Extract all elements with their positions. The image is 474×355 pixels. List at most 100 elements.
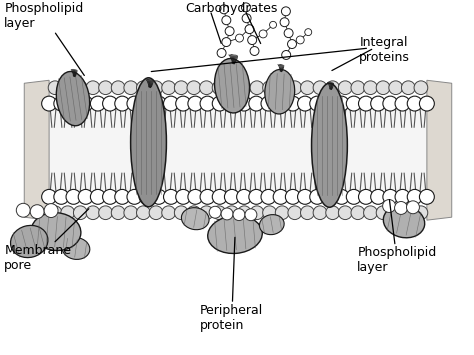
Circle shape: [176, 190, 191, 204]
Circle shape: [288, 206, 301, 220]
Circle shape: [219, 5, 228, 14]
Circle shape: [48, 206, 62, 220]
Circle shape: [73, 206, 87, 220]
Circle shape: [237, 206, 251, 220]
Circle shape: [115, 190, 130, 204]
Circle shape: [338, 206, 352, 220]
Circle shape: [99, 81, 112, 94]
Circle shape: [326, 206, 339, 220]
Circle shape: [212, 190, 227, 204]
Circle shape: [78, 96, 93, 111]
Circle shape: [200, 206, 213, 220]
Text: Phospholipid
layer: Phospholipid layer: [4, 2, 84, 76]
Ellipse shape: [215, 59, 249, 113]
Circle shape: [351, 81, 365, 94]
Circle shape: [351, 206, 365, 220]
Circle shape: [419, 190, 434, 204]
Text: Carbohydrates: Carbohydrates: [185, 2, 278, 15]
Circle shape: [42, 190, 56, 204]
Circle shape: [188, 190, 203, 204]
Circle shape: [394, 202, 408, 214]
Circle shape: [364, 81, 377, 94]
Circle shape: [263, 206, 276, 220]
Text: Membrane
pore: Membrane pore: [4, 209, 89, 273]
Circle shape: [401, 81, 415, 94]
Circle shape: [42, 96, 56, 111]
Circle shape: [78, 190, 93, 204]
Circle shape: [61, 206, 74, 220]
Circle shape: [222, 38, 231, 47]
Ellipse shape: [62, 237, 90, 260]
Polygon shape: [427, 80, 452, 220]
Circle shape: [149, 206, 163, 220]
Circle shape: [124, 206, 137, 220]
Circle shape: [285, 96, 301, 111]
Circle shape: [296, 36, 304, 44]
Circle shape: [151, 96, 166, 111]
Circle shape: [176, 96, 191, 111]
Circle shape: [151, 190, 166, 204]
Circle shape: [225, 96, 239, 111]
Circle shape: [225, 27, 234, 36]
Circle shape: [242, 14, 251, 23]
Circle shape: [217, 49, 226, 58]
Circle shape: [245, 25, 254, 34]
Circle shape: [237, 81, 251, 94]
Circle shape: [407, 190, 422, 204]
Circle shape: [222, 16, 231, 25]
Circle shape: [139, 96, 154, 111]
Circle shape: [137, 206, 150, 220]
Circle shape: [30, 205, 44, 219]
Circle shape: [376, 81, 390, 94]
Circle shape: [263, 81, 276, 94]
Circle shape: [273, 190, 288, 204]
Circle shape: [383, 190, 398, 204]
Circle shape: [241, 3, 250, 12]
Circle shape: [91, 96, 105, 111]
Circle shape: [237, 190, 252, 204]
Circle shape: [200, 190, 215, 204]
Circle shape: [187, 206, 201, 220]
Circle shape: [86, 81, 100, 94]
Circle shape: [414, 206, 428, 220]
Circle shape: [261, 190, 276, 204]
Circle shape: [275, 81, 289, 94]
Circle shape: [389, 206, 402, 220]
Circle shape: [127, 190, 142, 204]
Circle shape: [358, 96, 374, 111]
Circle shape: [99, 206, 112, 220]
Circle shape: [200, 81, 213, 94]
Circle shape: [139, 190, 154, 204]
Circle shape: [111, 206, 125, 220]
Circle shape: [209, 206, 221, 218]
Circle shape: [334, 96, 349, 111]
Circle shape: [407, 201, 419, 214]
Ellipse shape: [311, 83, 347, 207]
Circle shape: [233, 209, 245, 220]
Circle shape: [225, 206, 238, 220]
Ellipse shape: [182, 208, 209, 230]
Circle shape: [322, 190, 337, 204]
Circle shape: [111, 81, 125, 94]
Circle shape: [212, 81, 226, 94]
Circle shape: [275, 206, 289, 220]
Circle shape: [91, 190, 105, 204]
Circle shape: [338, 81, 352, 94]
Circle shape: [225, 81, 238, 94]
Circle shape: [127, 96, 142, 111]
Circle shape: [188, 96, 203, 111]
Circle shape: [282, 7, 291, 16]
Ellipse shape: [31, 213, 81, 251]
Circle shape: [383, 200, 396, 212]
Circle shape: [284, 29, 293, 38]
Circle shape: [16, 203, 30, 217]
Circle shape: [371, 190, 385, 204]
Circle shape: [310, 190, 325, 204]
Circle shape: [174, 81, 188, 94]
Circle shape: [250, 81, 264, 94]
Circle shape: [310, 96, 325, 111]
Circle shape: [248, 36, 256, 44]
Circle shape: [273, 96, 288, 111]
Circle shape: [86, 206, 100, 220]
Circle shape: [301, 206, 314, 220]
